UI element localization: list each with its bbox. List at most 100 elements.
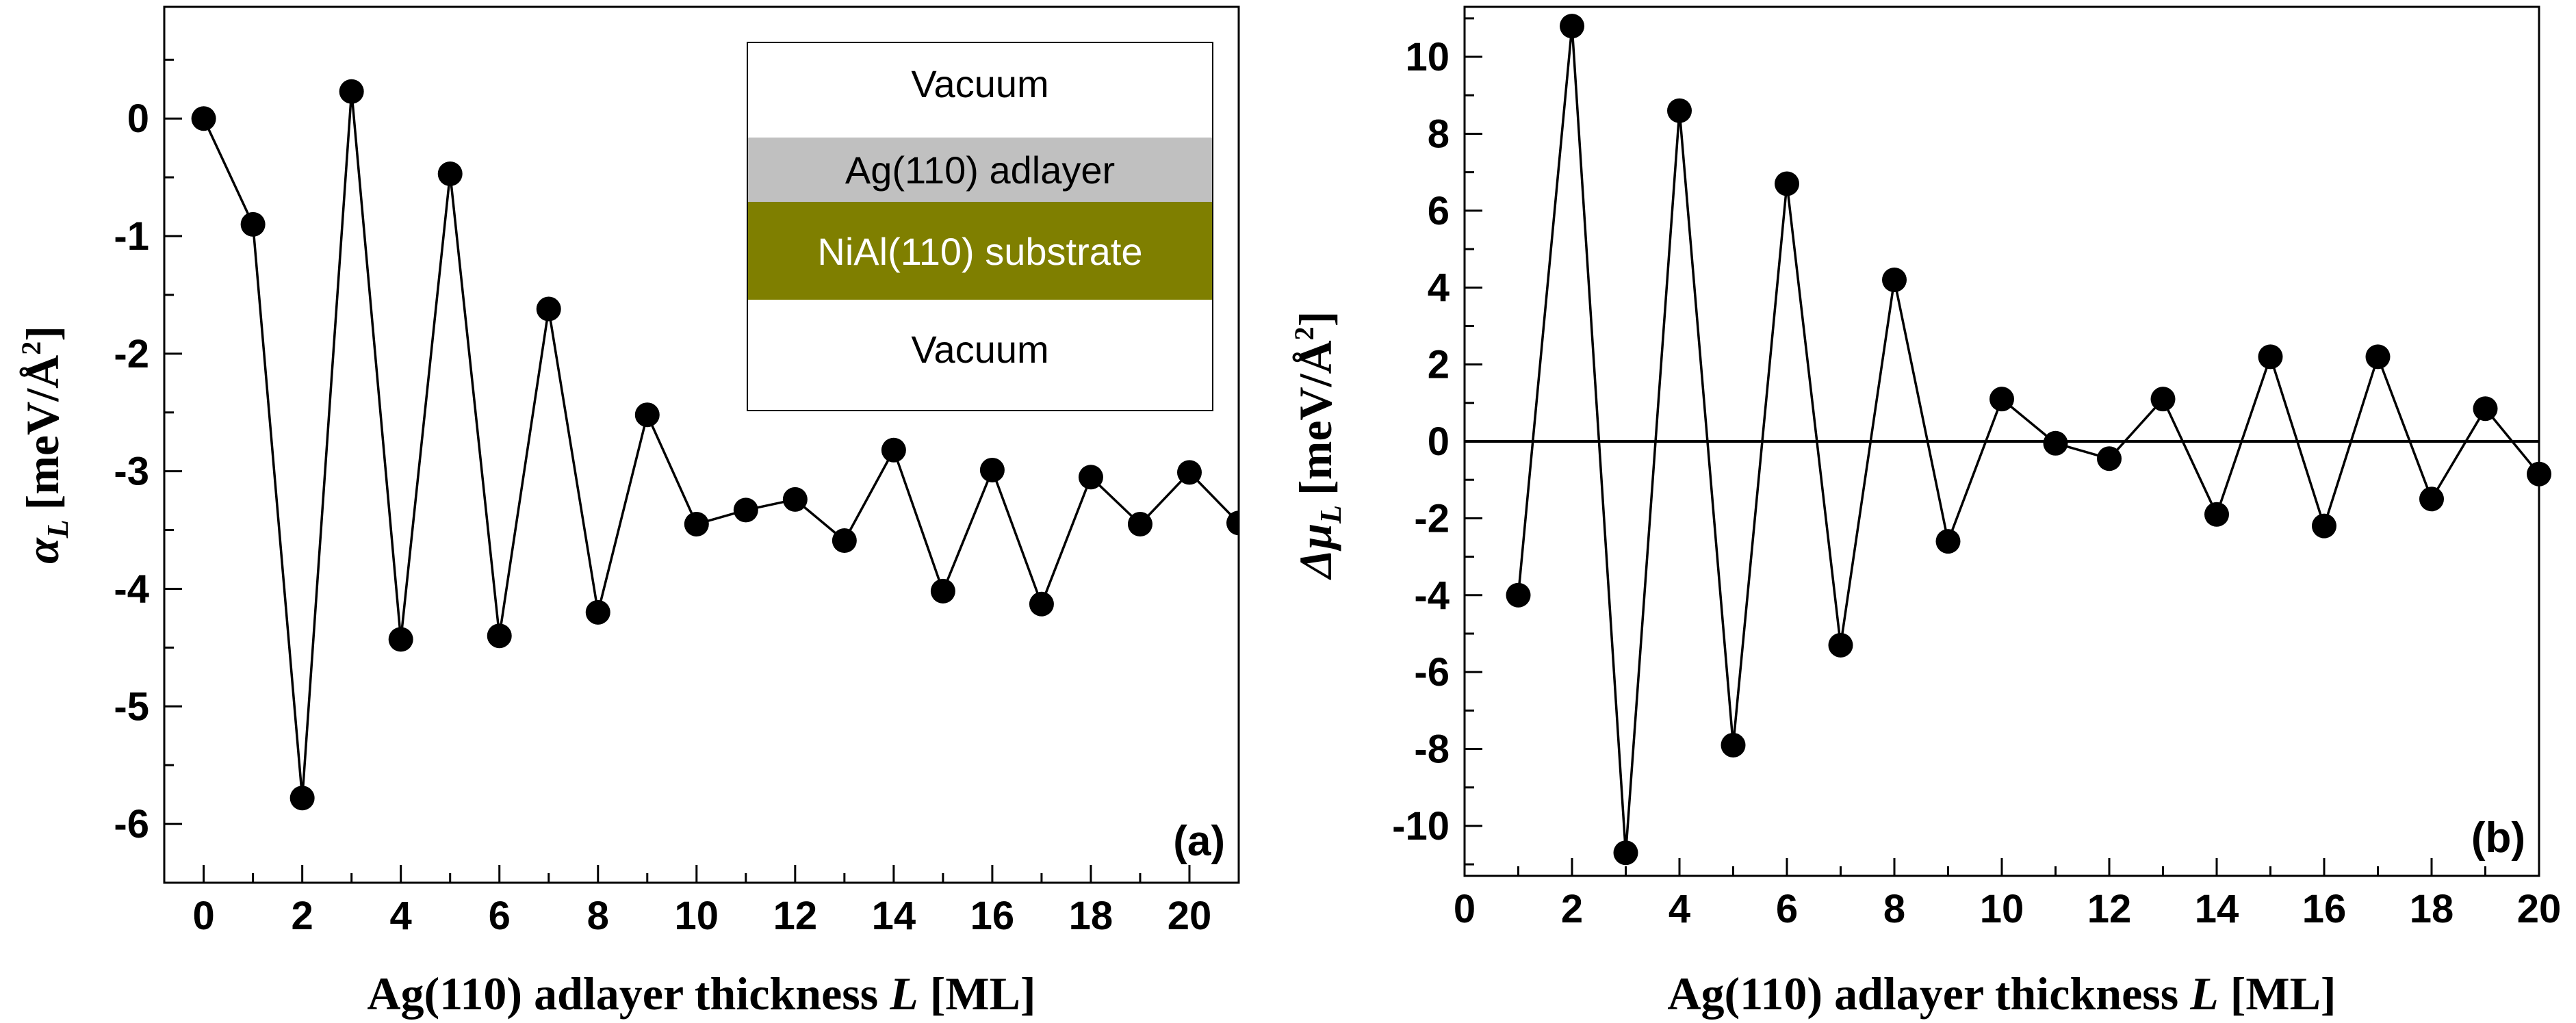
data-point — [2097, 446, 2122, 471]
data-point — [1176, 460, 1202, 485]
y-tick-label: -10 — [1392, 804, 1450, 849]
panel-a-x-axis-title: Ag(110) adlayer thickness L [ML] — [367, 968, 1035, 1020]
data-point — [289, 786, 315, 811]
y-title-sub: L — [41, 519, 75, 539]
x-tick-label: 0 — [192, 894, 214, 938]
y-title-sup: 2 — [16, 341, 47, 355]
inset-layer-4-bg — [748, 300, 1212, 410]
y-tick-label: -4 — [1414, 573, 1450, 618]
x-tick-label: 12 — [2087, 887, 2132, 931]
inset-layer-3-label: NiAl(110) substrate — [817, 230, 1142, 273]
x-tick-label: 18 — [2410, 887, 2454, 931]
data-point — [437, 161, 463, 186]
x-title-var: L — [2189, 968, 2219, 1020]
x-tick-label: 6 — [1776, 887, 1798, 931]
y-title-sub: L — [1314, 505, 1348, 524]
data-point — [388, 627, 413, 652]
data-point — [2312, 513, 2336, 539]
y-title-close: ] — [1289, 311, 1341, 327]
data-point — [1775, 171, 1799, 196]
panel-a-chart: 0 2 4 6 8 10 12 14 16 18 20 -6 -5 -4 -3 -2 -1 0 Vacuum Ag… — [16, 5, 1240, 1020]
data-point — [585, 599, 610, 625]
data-point — [2258, 344, 2283, 370]
y-tick-label: -4 — [114, 567, 149, 611]
data-point — [1828, 632, 1853, 658]
panel-a-tick-labels: 0 2 4 6 8 10 12 14 16 18 20 -6 -5 -4 -3 -2 -1 0 — [114, 96, 1211, 938]
inset-layer-1-bg — [748, 43, 1212, 138]
inset-layer-1-label: Vacuum — [911, 62, 1048, 105]
data-point — [930, 578, 955, 604]
x-tick-label: 14 — [2195, 887, 2239, 931]
inset-layer-4-label: Vacuum — [911, 328, 1048, 371]
x-tick-label: 4 — [390, 894, 412, 938]
data-point — [2204, 502, 2229, 527]
panel-a-ticks — [164, 58, 1191, 884]
data-point — [487, 623, 512, 649]
panel-a-tag: (a) — [1173, 818, 1225, 865]
data-point — [1935, 529, 1961, 554]
inset-layer-3-bg — [748, 202, 1212, 300]
data-point — [536, 296, 561, 322]
data-point — [1029, 591, 1054, 617]
data-point — [2419, 487, 2444, 512]
x-title-unit: [ML] — [2230, 968, 2336, 1020]
data-point — [2473, 396, 2498, 422]
y-tick-label: -8 — [1414, 727, 1450, 772]
panel-b-y-axis-title: ΔμL [meV/Å2] — [1289, 311, 1348, 581]
y-title-symbol: Δμ — [1289, 523, 1341, 580]
data-point — [1613, 840, 1638, 866]
y-tick-label: 10 — [1405, 35, 1450, 79]
y-tick-label: 0 — [1428, 419, 1450, 464]
data-point — [191, 106, 216, 131]
y-title-symbol: α — [16, 537, 68, 564]
y-tick-label: 6 — [1428, 189, 1450, 233]
panel-b-tick-labels: 0 2 4 6 8 10 12 14 16 18 20 -10 -8 -6 -4 -2 0 2 4 6 8 10 — [1392, 35, 2561, 931]
series-line — [203, 91, 1239, 799]
data-point — [634, 402, 660, 428]
data-point — [832, 528, 857, 554]
data-point — [1721, 732, 1746, 757]
y-title-close: ] — [16, 326, 68, 341]
y-tick-label: -3 — [114, 450, 149, 494]
data-point — [979, 457, 1005, 482]
data-point — [2365, 344, 2391, 370]
data-point — [782, 487, 808, 512]
data-point — [1078, 465, 1103, 490]
y-tick-label: -6 — [114, 802, 149, 846]
data-point — [881, 437, 906, 463]
y-tick-label: 0 — [127, 96, 149, 141]
x-tick-label: 16 — [2302, 887, 2347, 931]
x-tick-label: 8 — [1883, 887, 1905, 931]
x-tick-label: 14 — [872, 894, 916, 938]
x-tick-label: 6 — [489, 894, 511, 938]
y-tick-label: -2 — [1414, 496, 1450, 541]
panel-b-x-axis-title: Ag(110) adlayer thickness L [ML] — [1667, 968, 2336, 1020]
y-title-sup: 2 — [1289, 326, 1319, 340]
panel-b-tag: (b) — [2471, 814, 2525, 862]
x-tick-label: 4 — [1669, 887, 1690, 931]
x-title-text: Ag(110) adlayer thickness — [1667, 968, 2178, 1020]
x-tick-label: 10 — [675, 894, 719, 938]
inset-layer-2-label: Ag(110) adlayer — [845, 148, 1115, 192]
y-tick-label: -6 — [1414, 650, 1450, 695]
x-tick-label: 0 — [1454, 887, 1476, 931]
data-point — [684, 511, 709, 536]
x-title-text: Ag(110) adlayer thickness — [367, 968, 878, 1020]
x-tick-label: 8 — [587, 894, 609, 938]
data-point — [1882, 267, 1907, 292]
x-tick-label: 20 — [2517, 887, 2562, 931]
x-tick-label: 16 — [970, 894, 1015, 938]
y-tick-label: -1 — [114, 214, 149, 259]
data-point — [1560, 14, 1584, 39]
panel-a-plot-frame — [163, 5, 1240, 884]
data-point — [1127, 511, 1152, 536]
series-line — [1517, 25, 2540, 853]
x-title-var: L — [889, 968, 918, 1020]
panel-b-series — [1506, 14, 2551, 866]
x-tick-label: 18 — [1069, 894, 1113, 938]
y-tick-label: 4 — [1428, 266, 1450, 310]
x-tick-label: 12 — [773, 894, 818, 938]
y-title-unit: [meV/Å — [1289, 340, 1341, 495]
